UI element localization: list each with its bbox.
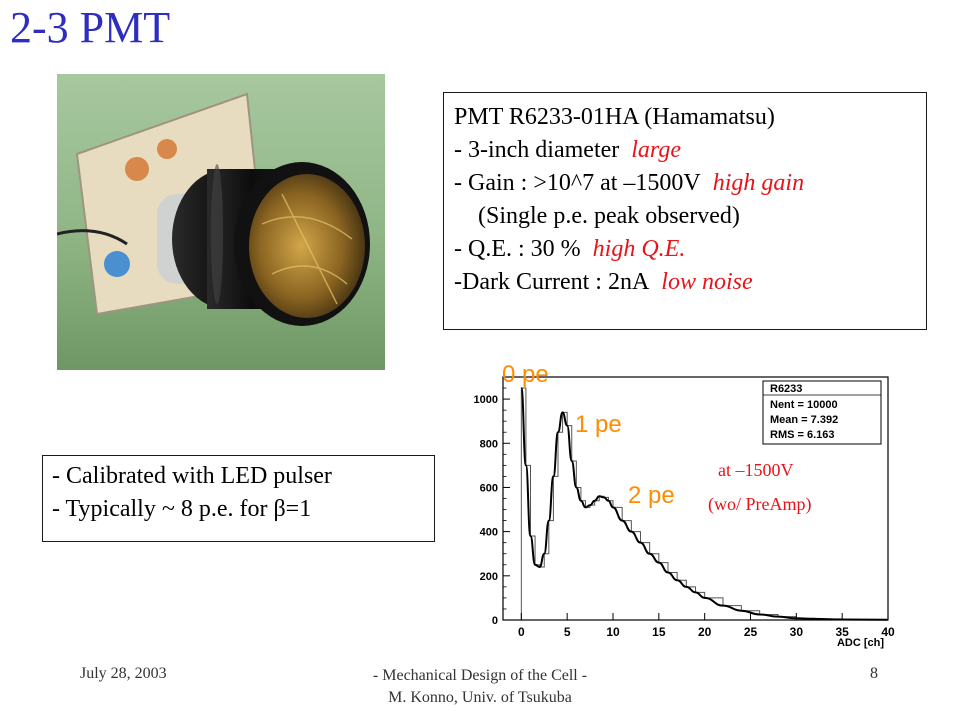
x-tick-label: 40 <box>881 625 895 639</box>
calibration-line-1: - Calibrated with LED pulser <box>52 463 332 489</box>
spec-gain-text: - Gain : >10^7 at –1500V <box>454 170 701 196</box>
x-tick-label: 25 <box>744 625 758 639</box>
x-tick-label: 10 <box>606 625 620 639</box>
footer-center: - Mechanical Design of the Cell - M. Kon… <box>330 665 630 709</box>
x-tick-label: 30 <box>790 625 804 639</box>
y-tick-label: 800 <box>480 438 498 450</box>
pmt-spec-box: PMT R6233-01HA (Hamamatsu) - 3-inch diam… <box>443 92 927 330</box>
stats-box: R6233 Nent = 10000 Mean = 7.392 RMS = 6.… <box>762 380 882 445</box>
spec-qe: - Q.E. : 30 % high Q.E. <box>454 233 926 266</box>
spec-diameter-text: - 3-inch diameter <box>454 137 620 163</box>
x-tick-label: 5 <box>564 625 571 639</box>
footer-page-number: 8 <box>870 665 878 682</box>
label-0-pe: 0 pe <box>502 361 549 388</box>
stats-mean: Mean = 7.392 <box>770 414 838 426</box>
calibration-box: - Calibrated with LED pulser - Typically… <box>42 455 435 542</box>
calibration-line-2: - Typically ~ 8 p.e. for β=1 <box>52 496 312 522</box>
label-1-pe: 1 pe <box>575 411 622 438</box>
stats-box-frame <box>762 380 882 445</box>
preamp-note: (wo/ PreAmp) <box>708 494 812 514</box>
x-tick-label: 0 <box>518 625 525 639</box>
slide-title: 2-3 PMT <box>10 3 171 52</box>
spec-dark-current-text: -Dark Current : 2nA <box>454 269 650 295</box>
histogram-steps <box>520 387 888 621</box>
y-tick-label: 0 <box>492 615 498 627</box>
y-tick-label: 400 <box>480 527 498 539</box>
histogram-steps-group <box>520 387 888 621</box>
y-tick-label: 600 <box>480 482 498 494</box>
footer-date: July 28, 2003 <box>80 665 167 682</box>
x-axis-label: ADC [ch] <box>837 637 884 649</box>
pmt-photo-image <box>57 74 385 370</box>
spec-dark-current: -Dark Current : 2nA low noise <box>454 266 926 299</box>
spec-single-pe: (Single p.e. peak observed) <box>478 203 740 229</box>
spec-qe-text: - Q.E. : 30 % <box>454 236 581 262</box>
spec-diameter-highlight: large <box>631 137 682 163</box>
adc-histogram: 0 5 10 15 20 25 30 35 40 0 200 400 600 800 1000 R6233 … <box>466 360 896 660</box>
stats-name: R6233 <box>770 383 802 395</box>
spec-diameter: - 3-inch diameter large <box>454 134 926 167</box>
footer-center-line-2: M. Konno, Univ. of Tsukuba <box>388 689 572 706</box>
spec-gain: - Gain : >10^7 at –1500V high gain <box>454 167 926 200</box>
stats-nent: Nent = 10000 <box>770 399 838 411</box>
fit-curve <box>520 387 889 621</box>
label-2-pe: 2 pe <box>628 482 675 509</box>
pmt-photo <box>57 74 385 370</box>
x-tick-label: 35 <box>835 625 849 639</box>
voltage-note: at –1500V <box>718 460 794 480</box>
spec-gain-highlight: high gain <box>712 170 805 196</box>
y-tick-label: 1000 <box>474 394 498 406</box>
spec-model: PMT R6233-01HA (Hamamatsu) <box>454 104 775 130</box>
x-tick-label: 20 <box>698 625 712 639</box>
x-tick-label: 15 <box>652 625 666 639</box>
footer-center-line-1: - Mechanical Design of the Cell - <box>372 667 588 684</box>
stats-rms: RMS = 6.163 <box>770 429 835 441</box>
fit-curve-group <box>520 387 889 621</box>
spec-dark-current-highlight: low noise <box>661 269 753 295</box>
spec-qe-highlight: high Q.E. <box>592 236 686 262</box>
y-tick-label: 200 <box>480 571 498 583</box>
